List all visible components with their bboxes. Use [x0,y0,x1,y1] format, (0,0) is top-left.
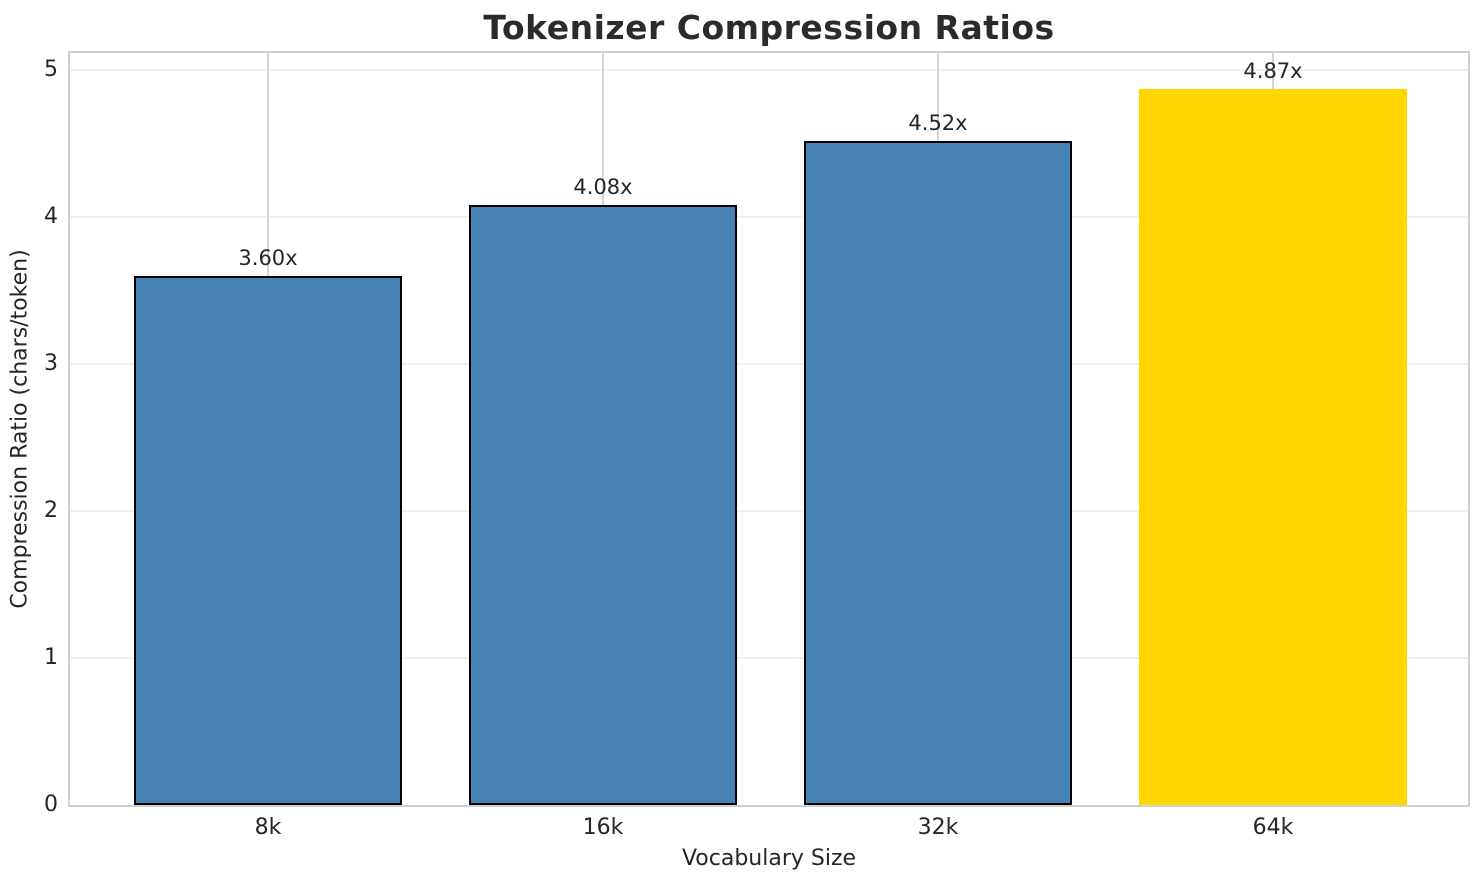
plot-area: 3.60x 4.08x 4.52x 4.87x [68,51,1470,807]
x-tick-label: 8k [254,815,282,840]
gridline-h [70,510,1468,512]
gridline-h [70,657,1468,659]
gridline-h [70,69,1468,71]
bar-value-label: 3.60x [238,245,298,270]
bar [134,275,402,805]
x-tick-label: 64k [1252,815,1294,840]
y-tick-label: 4 [44,204,58,229]
x-tick-label: 16k [582,815,624,840]
y-tick-label: 2 [44,498,58,523]
y-tick-label: 5 [44,57,58,82]
bar-value-label: 4.87x [1243,59,1303,84]
bar [469,205,737,805]
y-axis-label: Compression Ratio (chars/token) [7,249,33,609]
x-axis-label: Vocabulary Size [681,846,857,871]
y-tick-label: 0 [44,792,58,817]
bar [1139,89,1407,805]
y-tick-label: 3 [44,351,58,376]
bar-value-label: 4.52x [908,110,968,135]
x-tick-label: 32k [917,815,959,840]
gridline-h [70,363,1468,365]
chart-title: Tokenizer Compression Ratios [483,8,1055,47]
bar [804,140,1072,805]
y-tick-label: 1 [44,645,58,670]
gridline-h [70,216,1468,218]
bar-value-label: 4.08x [573,175,633,200]
